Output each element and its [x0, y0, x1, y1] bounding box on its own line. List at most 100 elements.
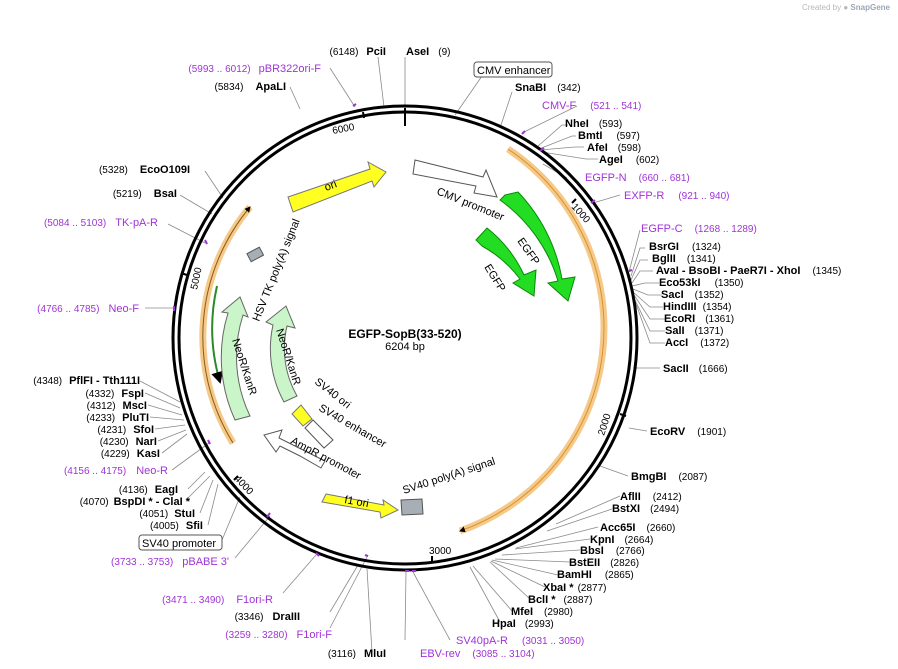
- site-acci[interactable]: AccI (1372): [665, 337, 729, 349]
- neo-outer-arrow: [220, 296, 251, 421]
- primer-tk-pa-r[interactable]: (5084 .. 5103) TK-pA-R: [44, 217, 158, 229]
- site-bbsi[interactable]: BbsI (2766): [580, 545, 645, 557]
- cmv-enhancer-box: [473, 61, 553, 78]
- primer-labels: (5993 .. 6012) pBR322ori-F CMV-F (521 .. 5…: [37, 63, 757, 660]
- site-ecori[interactable]: EcoRI (1361): [664, 313, 734, 325]
- site-sfoi[interactable]: (4231) SfoI: [97, 424, 154, 436]
- position-ticks: [180, 108, 627, 562]
- tick-5000: [180, 272, 188, 276]
- site-snabi[interactable]: SnaBI (342): [515, 82, 581, 94]
- site-bspdi-group[interactable]: (4070) BspDI * - ClaI *: [80, 496, 191, 508]
- tick-label-3000: 3000: [429, 546, 452, 557]
- snapgene-credit: Created by ● SnapGene: [802, 3, 890, 12]
- tick-label-6000: 6000: [331, 122, 355, 137]
- site-kpni[interactable]: KpnI (2664): [590, 534, 653, 546]
- tick-label-5000: 5000: [189, 266, 204, 290]
- sv40-polya-box: [400, 498, 424, 516]
- neo-inner-arrow: [265, 305, 298, 403]
- egfp-label-2: EGFP: [481, 262, 507, 294]
- tick-1000: [571, 198, 577, 204]
- site-pflfi-group[interactable]: (4348) PflFI - Tth111I: [33, 375, 140, 387]
- site-sali[interactable]: SalI (1371): [665, 325, 723, 337]
- site-eagi[interactable]: (4136) EagI: [119, 484, 178, 496]
- sv40-polya-label: SV40 poly(A) signal: [401, 456, 497, 497]
- site-aflii[interactable]: AflII (2412): [620, 491, 682, 503]
- site-sfii[interactable]: (4005) SfiI: [150, 520, 203, 532]
- cmv-promoter-arrow: [412, 159, 498, 198]
- site-fspi[interactable]: (4332) FspI: [85, 388, 144, 400]
- site-bsai[interactable]: (5219) BsaI: [113, 188, 177, 200]
- snapgene-logo-icon: ●: [843, 3, 849, 12]
- sv40-promoter-box: [138, 534, 223, 551]
- site-bamhi[interactable]: BamHI (2865): [557, 569, 634, 581]
- f1-ori-arrow: [321, 493, 400, 519]
- plasmid-name: EGFP-SopB(33-520): [348, 327, 461, 341]
- site-avai-group[interactable]: AvaI - BsoBI - PaeR7I - XhoI (1345): [656, 265, 841, 277]
- sv40-enhancer-box: [304, 419, 334, 449]
- tick-2000: [619, 413, 627, 417]
- f1-ori-label: f1 ori: [343, 494, 369, 510]
- site-eco0109i[interactable]: (5328) EcoO109I: [99, 164, 190, 176]
- site-sacii[interactable]: SacII (1666): [663, 363, 728, 375]
- site-draiii[interactable]: (3346) DraIII: [235, 611, 300, 623]
- tick-4000: [233, 475, 239, 481]
- site-bglii[interactable]: BglII (1341): [652, 253, 716, 265]
- cmv-promoter-label: CMV promoter: [435, 186, 506, 224]
- site-ecorv[interactable]: EcoRV (1901): [650, 426, 726, 438]
- sv40-ori-box: [291, 404, 313, 427]
- ori-label: ori: [323, 178, 339, 193]
- primer-f1ori-r[interactable]: (3471 .. 3490) F1ori-R: [162, 594, 273, 606]
- plasmid-size: 6204 bp: [385, 341, 425, 353]
- site-kasi[interactable]: (4229) KasI: [101, 448, 160, 460]
- primer-egfp-n[interactable]: EGFP-N (660 .. 681): [585, 172, 690, 184]
- site-hpai[interactable]: HpaI (2993): [492, 618, 554, 630]
- primer-pbr322ori-f[interactable]: (5993 .. 6012) pBR322ori-F: [188, 63, 321, 75]
- primer-f1ori-f[interactable]: (3259 .. 3280) F1ori-F: [225, 629, 332, 641]
- primer-neo-f[interactable]: (4766 .. 4785) Neo-F: [37, 303, 139, 315]
- site-stui[interactable]: (4051) StuI: [139, 508, 195, 520]
- primer-ebv-rev[interactable]: EBV-rev (3085 .. 3104): [420, 648, 535, 660]
- site-afei[interactable]: AfeI (598): [587, 142, 641, 154]
- site-apali[interactable]: (5834) ApaLI: [215, 81, 286, 93]
- boxed-labels: CMV enhancer SV40 promoter: [138, 61, 553, 551]
- primer-neo-r[interactable]: (4156 .. 4175) Neo-R: [64, 465, 168, 477]
- egfp-label-1: EGFP: [515, 236, 542, 267]
- site-agei[interactable]: AgeI (602): [599, 154, 659, 166]
- primer-egfp-c[interactable]: EGFP-C (1268 .. 1289): [641, 223, 757, 235]
- credit-prefix: Created by: [801, 3, 842, 12]
- site-hindiii[interactable]: HindIII (1354): [663, 301, 732, 313]
- sv40-ori-label: SV40 ori: [312, 376, 353, 411]
- site-bmgbi[interactable]: BmgBI (2087): [631, 471, 707, 483]
- site-msci[interactable]: (4312) MscI: [87, 400, 147, 412]
- site-bstxi[interactable]: BstXI (2494): [612, 503, 679, 515]
- cmv-enhancer-label: CMV enhancer: [477, 65, 551, 77]
- egfp-inner-arrow: [475, 227, 537, 297]
- site-asei[interactable]: AseI (9): [406, 46, 450, 58]
- site-pcii[interactable]: (6148) PciI: [330, 46, 386, 58]
- credit-brand: SnapGene: [850, 3, 890, 12]
- primer-pbabe-3[interactable]: (3733 .. 3753) pBABE 3': [111, 556, 229, 568]
- orf-egfp-arrow: [459, 148, 605, 533]
- site-bmti[interactable]: BmtI (597): [578, 130, 640, 142]
- features: [220, 159, 576, 519]
- site-eco53ki[interactable]: Eco53kI (1350): [659, 277, 744, 289]
- site-acc65i[interactable]: Acc65I (2660): [600, 522, 675, 534]
- primer-sv40pa-r[interactable]: SV40pA-R (3031 .. 3050): [456, 635, 584, 647]
- primer-exfp-r[interactable]: EXFP-R (921 .. 940): [624, 190, 730, 202]
- leader-lines: [139, 56, 665, 653]
- primer-cmv-f[interactable]: CMV-F (521 .. 541): [542, 100, 641, 112]
- hsv-tk-polya-box: [246, 246, 265, 263]
- site-xbai[interactable]: XbaI * (2877): [543, 582, 606, 594]
- site-nhei[interactable]: NheI (593): [565, 118, 622, 130]
- site-pluti[interactable]: (4233) PluTI: [86, 412, 149, 424]
- site-saci[interactable]: SacI (1352): [661, 289, 724, 301]
- hsv-tk-polya-label: HSV TK poly(A) signal: [251, 217, 303, 323]
- site-mlui[interactable]: (3116) MluI: [328, 648, 386, 660]
- site-nari[interactable]: (4230) NarI: [100, 436, 157, 448]
- site-mfei[interactable]: MfeI (2980): [511, 606, 573, 618]
- site-bcli[interactable]: BclI * (2887): [528, 594, 592, 606]
- primer-marks: [173, 103, 633, 572]
- orf-neo-inner-arrow: [211, 285, 223, 384]
- site-bsteii[interactable]: BstEII (2826): [569, 557, 639, 569]
- site-bsrgi[interactable]: BsrGI (1324): [649, 241, 721, 253]
